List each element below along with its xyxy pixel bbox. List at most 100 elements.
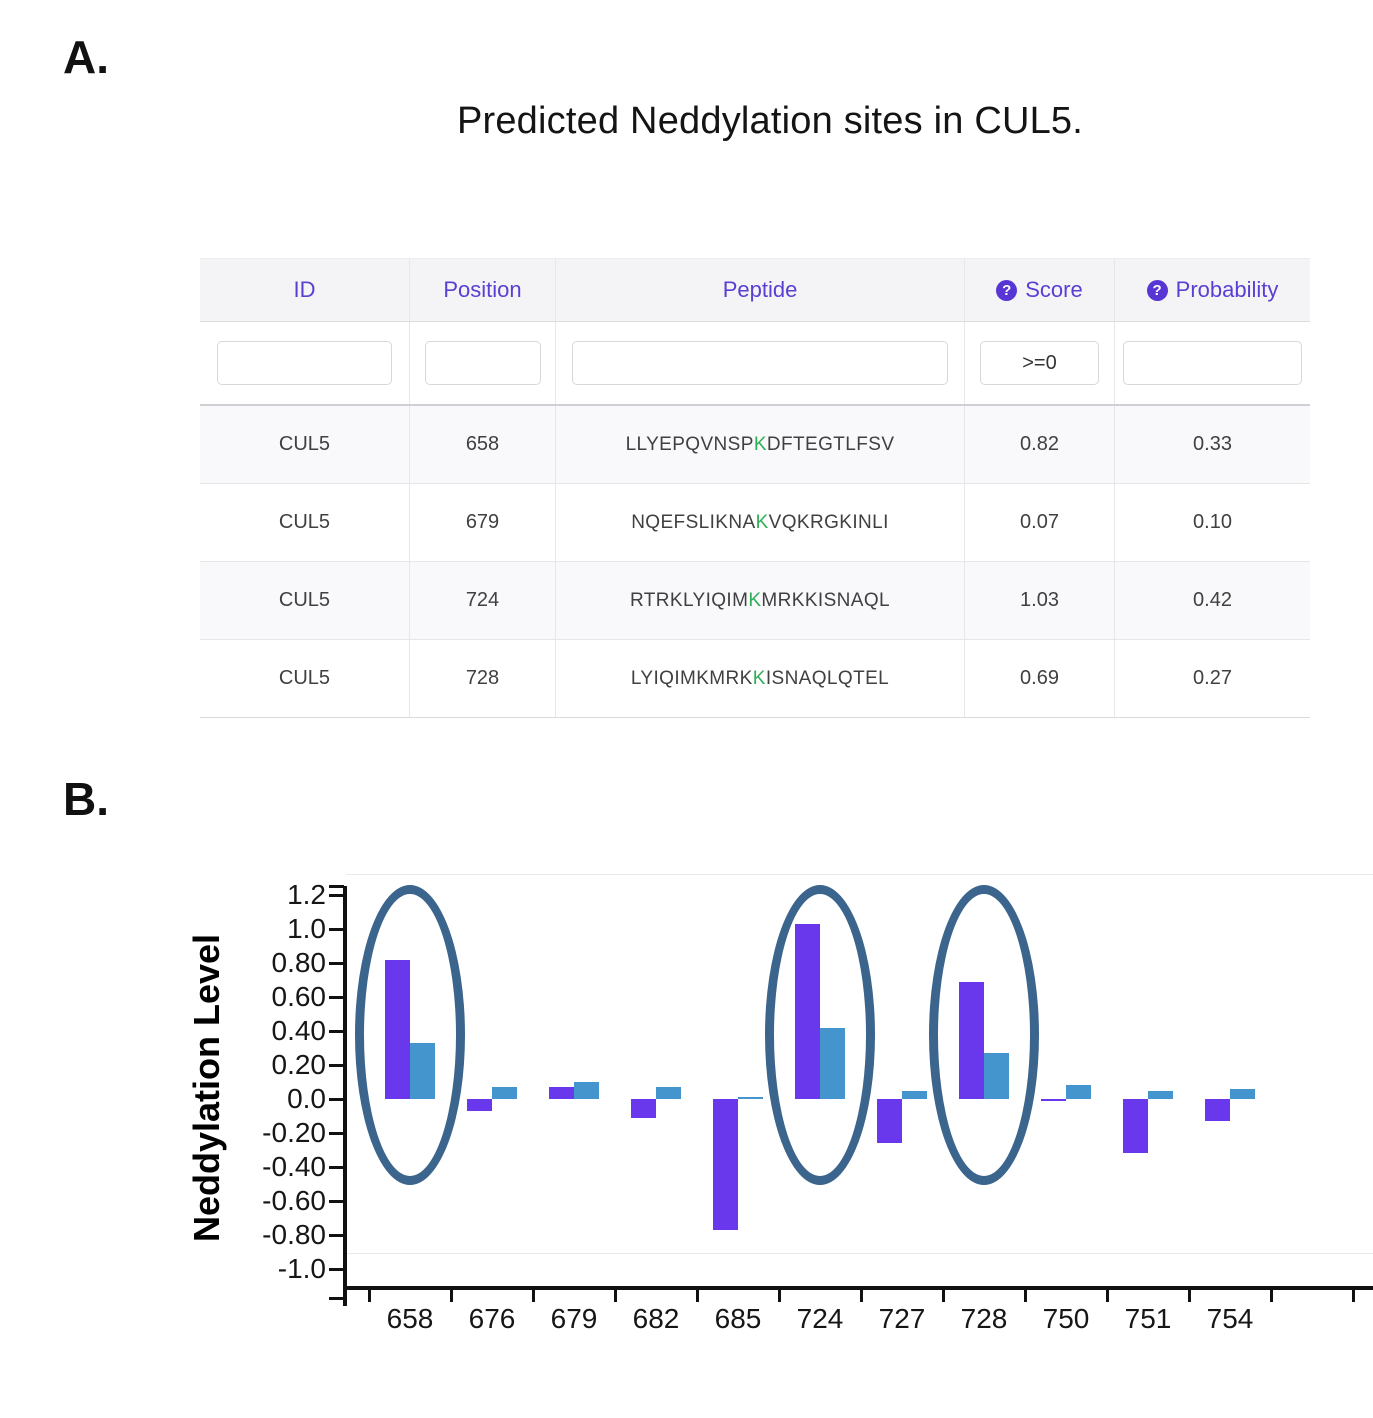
plot-area-bottom-edge bbox=[346, 1253, 1373, 1254]
x-tick bbox=[532, 1288, 535, 1302]
probability-bar-754 bbox=[1230, 1088, 1255, 1099]
peptide-sequence: LYIQIMKMRKKISNAQLQTEL bbox=[631, 668, 889, 690]
y-tick bbox=[329, 1234, 344, 1237]
x-axis-line bbox=[343, 1286, 1373, 1290]
score-bar-750 bbox=[1041, 1099, 1066, 1101]
site-position: 679 bbox=[465, 511, 500, 533]
y-axis-line bbox=[343, 886, 347, 1306]
probability-help-icon[interactable]: ? bbox=[1146, 279, 1168, 301]
panel-a-label: A. bbox=[63, 31, 109, 83]
peptide-prefix: LYIQIMKMRK bbox=[630, 667, 753, 689]
peptide-suffix: VQKRGKINLI bbox=[768, 511, 889, 533]
y-tick-label: 0.20 bbox=[271, 1049, 327, 1080]
peptide-suffix: DFTEGTLFSV bbox=[766, 433, 895, 455]
peptide-filter-input[interactable] bbox=[572, 341, 948, 385]
x-tick-label: 727 bbox=[878, 1303, 926, 1334]
table-row: CUL5 679 NQEFSLIKNAKVQKRGKINLI 0.07 0.10 bbox=[200, 484, 1310, 562]
score-bar-682 bbox=[631, 1099, 656, 1118]
table-body: CUL5 658 LLYEPQVNSPKDFTEGTLFSV 0.82 0.33 CUL5… bbox=[200, 406, 1310, 718]
probability-filter-input[interactable] bbox=[1122, 341, 1303, 385]
column-header-id-label: ID bbox=[293, 277, 316, 302]
y-tick bbox=[329, 1166, 344, 1169]
y-tick bbox=[329, 894, 344, 897]
score-value: 0.07 bbox=[1020, 511, 1059, 533]
score-bar-728 bbox=[959, 981, 984, 1099]
cell-peptide: RTRKLYIQIMKMRKKISNAQL bbox=[556, 562, 965, 639]
score-bar-727 bbox=[877, 1099, 902, 1144]
cell-id: CUL5 bbox=[200, 562, 410, 639]
highlight-ellipse-724 bbox=[765, 885, 875, 1185]
y-axis-end-tick bbox=[329, 1297, 344, 1300]
table-header-row: ID Position Peptide ? Score ? Probabilit… bbox=[200, 259, 1310, 322]
position-filter-input[interactable] bbox=[424, 341, 541, 385]
probability-bar-658 bbox=[410, 1042, 435, 1099]
y-tick bbox=[329, 1030, 344, 1033]
peptide-sequence: RTRKLYIQIMKMRKKISNAQL bbox=[630, 590, 890, 612]
y-tick-label: -0.40 bbox=[262, 1151, 326, 1182]
highlight-ellipse-658 bbox=[355, 885, 465, 1185]
score-filter-input[interactable] bbox=[979, 341, 1100, 385]
x-tick bbox=[696, 1288, 699, 1302]
x-tick bbox=[1106, 1288, 1109, 1302]
x-tick bbox=[368, 1288, 371, 1302]
peptide-site-residue: K bbox=[755, 511, 769, 533]
y-tick-label: 0.0 bbox=[287, 1083, 326, 1114]
y-axis-end-tick bbox=[329, 885, 344, 888]
x-tick bbox=[1024, 1288, 1027, 1302]
x-tick bbox=[942, 1288, 945, 1302]
probability-bar-727 bbox=[902, 1090, 927, 1099]
column-header-position-label: Position bbox=[443, 277, 522, 302]
column-header-probability-label: Probability bbox=[1175, 277, 1279, 302]
figure-title: Predicted Neddylation sites in CUL5. bbox=[456, 100, 1084, 142]
probability-value: 0.33 bbox=[1193, 433, 1232, 455]
table-row: CUL5 658 LLYEPQVNSPKDFTEGTLFSV 0.82 0.33 bbox=[200, 406, 1310, 484]
table-row: CUL5 724 RTRKLYIQIMKMRKKISNAQL 1.03 0.42 bbox=[200, 562, 1310, 640]
plot-area-top-edge bbox=[346, 874, 1373, 875]
y-tick bbox=[329, 962, 344, 965]
protein-id: CUL5 bbox=[278, 433, 331, 455]
probability-bar-685 bbox=[738, 1097, 763, 1100]
probability-bar-679 bbox=[574, 1082, 599, 1099]
peptide-prefix: RTRKLYIQIM bbox=[629, 589, 749, 611]
cell-probability: 0.42 bbox=[1115, 562, 1310, 639]
peptide-sequence: NQEFSLIKNAKVQKRGKINLI bbox=[631, 512, 889, 534]
y-tick-label: 0.60 bbox=[271, 981, 327, 1012]
protein-id: CUL5 bbox=[278, 589, 331, 611]
x-tick-label: 658 bbox=[386, 1303, 434, 1334]
cell-score: 0.82 bbox=[965, 406, 1115, 483]
y-tick bbox=[329, 928, 344, 931]
x-tick-label: 728 bbox=[960, 1303, 1008, 1334]
y-tick-label: -1.0 bbox=[277, 1253, 326, 1284]
x-tick bbox=[1270, 1288, 1273, 1302]
id-filter-input[interactable] bbox=[216, 341, 393, 385]
y-tick-label: -0.80 bbox=[262, 1219, 326, 1250]
y-axis-title: Neddylation Level bbox=[186, 933, 227, 1243]
peptide-site-residue: K bbox=[753, 433, 767, 455]
site-position: 724 bbox=[465, 589, 500, 611]
y-tick bbox=[329, 1064, 344, 1067]
peptide-site-residue: K bbox=[752, 667, 766, 689]
score-value: 0.69 bbox=[1020, 667, 1059, 689]
score-help-icon[interactable]: ? bbox=[996, 279, 1018, 301]
probability-value: 0.27 bbox=[1193, 667, 1232, 689]
cell-peptide: LLYEPQVNSPKDFTEGTLFSV bbox=[556, 406, 965, 483]
cell-position: 728 bbox=[410, 640, 556, 717]
peptide-site-residue: K bbox=[748, 589, 762, 611]
table-filter-row bbox=[200, 322, 1310, 406]
score-value: 0.82 bbox=[1020, 433, 1059, 455]
x-tick bbox=[614, 1288, 617, 1302]
highlight-ellipse-728 bbox=[929, 885, 1039, 1185]
score-bar-658 bbox=[385, 959, 410, 1099]
cell-position: 679 bbox=[410, 484, 556, 561]
y-tick-label: -0.60 bbox=[262, 1185, 326, 1216]
cell-id: CUL5 bbox=[200, 406, 410, 483]
probability-bar-682 bbox=[656, 1087, 681, 1099]
cell-score: 0.69 bbox=[965, 640, 1115, 717]
cell-peptide: NQEFSLIKNAKVQKRGKINLI bbox=[556, 484, 965, 561]
column-header-id: ID bbox=[200, 259, 410, 321]
cell-peptide: LYIQIMKMRKKISNAQLQTEL bbox=[556, 640, 965, 717]
score-bar-679 bbox=[549, 1087, 574, 1099]
x-tick bbox=[860, 1288, 863, 1302]
peptide-prefix: LLYEPQVNSP bbox=[625, 433, 754, 455]
column-header-peptide: Peptide bbox=[556, 259, 965, 321]
